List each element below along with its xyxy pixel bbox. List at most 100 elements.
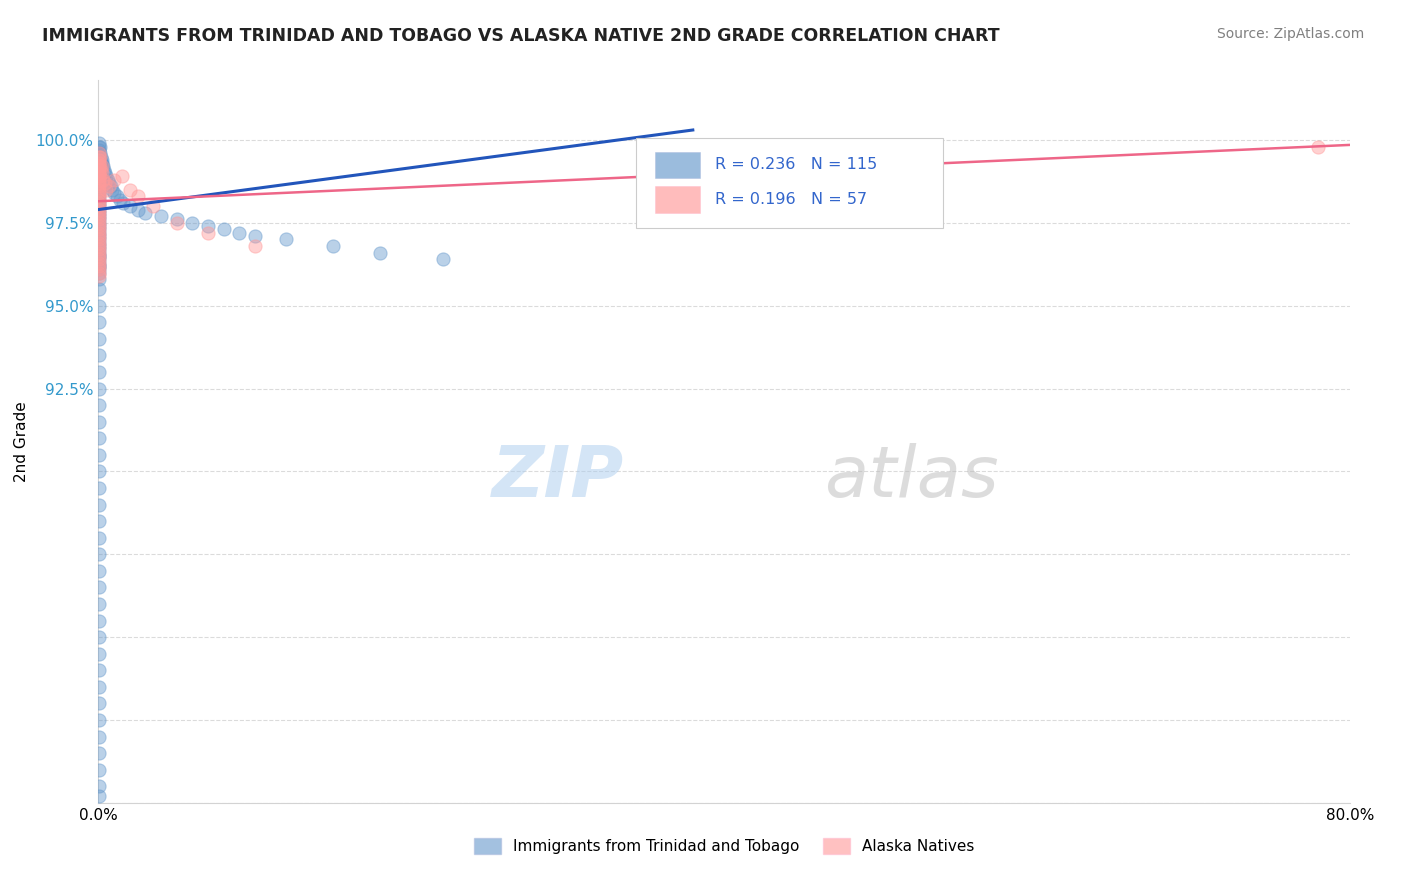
- Point: [89, 219, 111, 233]
- Point: [89, 212, 111, 227]
- Point: [89, 183, 111, 197]
- Point: [89, 179, 111, 194]
- Point: [89, 222, 111, 236]
- Point: [89, 202, 111, 217]
- Point: [110, 193, 132, 207]
- Point: [368, 245, 391, 260]
- Point: [89, 249, 111, 263]
- Point: [89, 259, 111, 273]
- Point: [89, 315, 111, 329]
- Point: [89, 448, 111, 462]
- Text: Source: ZipAtlas.com: Source: ZipAtlas.com: [1216, 27, 1364, 41]
- Point: [93, 176, 115, 190]
- Point: [89, 153, 111, 167]
- Point: [197, 219, 219, 233]
- Point: [89, 143, 111, 157]
- Point: [89, 255, 111, 269]
- Point: [89, 713, 111, 727]
- Point: [89, 232, 111, 246]
- Point: [89, 235, 111, 250]
- Point: [89, 149, 111, 163]
- Point: [89, 209, 111, 223]
- Point: [89, 183, 111, 197]
- Point: [89, 262, 111, 277]
- Point: [91, 156, 114, 170]
- Point: [89, 630, 111, 644]
- Point: [89, 226, 111, 240]
- Point: [118, 183, 141, 197]
- Point: [243, 239, 266, 253]
- Point: [89, 199, 111, 213]
- Point: [212, 222, 235, 236]
- Point: [89, 382, 111, 396]
- Point: [89, 189, 111, 203]
- Point: [89, 162, 111, 177]
- Point: [90, 156, 112, 170]
- Point: [181, 216, 204, 230]
- Point: [89, 193, 111, 207]
- Point: [89, 160, 111, 174]
- Point: [1308, 139, 1330, 153]
- Point: [89, 259, 111, 273]
- Point: [89, 266, 111, 280]
- Point: [89, 268, 111, 283]
- Point: [90, 160, 112, 174]
- Point: [89, 146, 111, 161]
- Point: [89, 226, 111, 240]
- Point: [89, 252, 111, 267]
- Point: [97, 172, 120, 186]
- Point: [89, 216, 111, 230]
- Point: [89, 789, 111, 804]
- Point: [89, 229, 111, 244]
- Point: [103, 172, 125, 186]
- Text: IMMIGRANTS FROM TRINIDAD AND TOBAGO VS ALASKA NATIVE 2ND GRADE CORRELATION CHART: IMMIGRANTS FROM TRINIDAD AND TOBAGO VS A…: [42, 27, 1000, 45]
- Point: [89, 498, 111, 512]
- Point: [89, 156, 111, 170]
- Point: [89, 249, 111, 263]
- Point: [89, 169, 111, 184]
- Point: [89, 697, 111, 711]
- Point: [89, 547, 111, 561]
- Point: [89, 348, 111, 362]
- Point: [432, 252, 454, 267]
- Point: [89, 186, 111, 200]
- Point: [91, 160, 114, 174]
- Point: [89, 160, 111, 174]
- Y-axis label: 2nd Grade: 2nd Grade: [14, 401, 28, 482]
- Point: [89, 222, 111, 236]
- Point: [101, 183, 124, 197]
- Point: [89, 647, 111, 661]
- Point: [89, 663, 111, 677]
- Point: [96, 183, 118, 197]
- Point: [89, 580, 111, 594]
- Point: [89, 209, 111, 223]
- Point: [89, 266, 111, 280]
- Point: [89, 162, 111, 177]
- Text: R = 0.196   N = 57: R = 0.196 N = 57: [716, 192, 868, 207]
- Point: [89, 262, 111, 277]
- Text: ZIP: ZIP: [492, 443, 624, 512]
- Point: [89, 195, 111, 210]
- Point: [89, 299, 111, 313]
- Point: [89, 415, 111, 429]
- Point: [90, 153, 112, 167]
- Point: [100, 179, 122, 194]
- Point: [166, 212, 188, 227]
- Point: [89, 176, 111, 190]
- Point: [127, 202, 149, 217]
- Point: [89, 169, 111, 184]
- Point: [89, 172, 111, 186]
- Point: [91, 172, 114, 186]
- Legend: Immigrants from Trinidad and Tobago, Alaska Natives: Immigrants from Trinidad and Tobago, Ala…: [467, 832, 981, 860]
- Point: [142, 199, 165, 213]
- Point: [89, 242, 111, 256]
- Point: [98, 176, 121, 190]
- Point: [89, 202, 111, 217]
- Point: [89, 464, 111, 478]
- Point: [89, 153, 111, 167]
- Point: [93, 162, 115, 177]
- Point: [89, 564, 111, 578]
- FancyBboxPatch shape: [655, 186, 700, 212]
- Point: [89, 365, 111, 379]
- Point: [89, 242, 111, 256]
